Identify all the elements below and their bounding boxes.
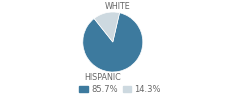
Text: WHITE: WHITE xyxy=(105,2,131,11)
Text: HISPANIC: HISPANIC xyxy=(84,73,121,82)
Wedge shape xyxy=(83,13,143,72)
Legend: 85.7%, 14.3%: 85.7%, 14.3% xyxy=(78,84,162,95)
Wedge shape xyxy=(94,12,120,42)
